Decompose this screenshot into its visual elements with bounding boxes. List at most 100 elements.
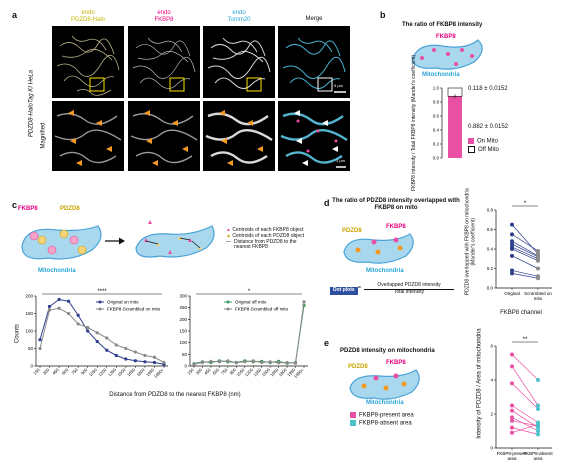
x-tick-label: 1950 — [286, 367, 297, 378]
y-tick-label: 0.8 — [487, 208, 494, 213]
e-legend-label-present: FKBP8-present area — [359, 412, 414, 419]
d-formula-bottom: Total intensity — [393, 288, 425, 295]
pair-line — [511, 420, 539, 427]
pair-line — [511, 240, 539, 257]
y-tick-label: 0 — [30, 364, 33, 369]
x-tick-label: 1350 — [107, 367, 118, 378]
e-legend-swatch-present — [350, 412, 356, 418]
b-bar-on-mito — [448, 96, 462, 158]
c-pdzd8-label: PDZD8 — [60, 206, 80, 212]
pair-line — [511, 405, 539, 423]
y-tick-label: 0.2 — [487, 266, 494, 271]
data-point — [143, 353, 147, 358]
col-header-line2: FKBP8 — [154, 17, 174, 24]
data-point-left — [510, 408, 514, 413]
b-title: The ratio of FKBP8 intensity — [402, 22, 483, 28]
b-legend-swatch-off — [468, 145, 475, 153]
b-legend-item-on: On Mito — [468, 138, 499, 146]
x-tick-label: 1800 — [135, 367, 146, 378]
data-point-right — [536, 432, 540, 437]
data-point — [105, 348, 109, 352]
legend-label: FKBP8-Scrambled off mito — [235, 307, 289, 312]
data-point-right — [536, 429, 540, 433]
data-point — [226, 359, 230, 363]
data-point-right — [536, 403, 540, 408]
y-tick-label: 150 — [25, 311, 33, 316]
x-tick-label: 150 — [186, 367, 195, 376]
c-legend: ▲ Centroids of each FKBP8 object ▲ Centr… — [226, 227, 314, 251]
data-point-left — [510, 430, 514, 435]
pair-line — [511, 270, 539, 277]
data-point — [277, 361, 281, 365]
b-ylabel: FKBP8 intensity / Total FKBP8 intensity … — [411, 54, 418, 191]
x-tick-label: mito — [534, 296, 543, 301]
b-on-mito-value: 0.882 ± 0.0152 — [468, 124, 508, 130]
data-point-left — [510, 232, 514, 237]
data-point — [114, 353, 118, 358]
c-legend-label-pdzd8: Centroids of each PDZD8 object — [232, 232, 305, 239]
c-legend-pdzd8-icon: ▲ — [226, 232, 231, 239]
b-y-tick-label: 1.0 — [433, 86, 440, 91]
y-tick-label: 300 — [179, 294, 187, 299]
b-legend-item-off: Off Mito — [468, 145, 499, 154]
x-tick-label: area — [533, 456, 543, 461]
data-point — [209, 359, 213, 363]
pair-line — [511, 383, 539, 410]
micrograph-merge-magnified: 1 µm — [278, 101, 350, 171]
data-point — [162, 360, 166, 365]
y-tick-label: 0.4 — [487, 247, 494, 252]
data-point — [124, 357, 128, 361]
micrograph-merge-overview: 5 µm — [278, 26, 350, 98]
x-tick-label: 600 — [212, 367, 221, 376]
pair-line — [511, 427, 539, 435]
x-tick-label: 900 — [229, 367, 238, 376]
legend-label: FKBP8-Scrambled on mito — [107, 307, 161, 312]
c-legend-label-fkbp8: Centroids of each FKBP8 object — [232, 227, 304, 233]
panel-label-d: d — [324, 198, 330, 208]
data-point — [152, 355, 157, 359]
d-formula-top: Overlapped PDZD8 intensity — [364, 282, 454, 290]
significance-label: **** — [97, 289, 107, 295]
x-tick-label: 450 — [203, 367, 212, 376]
data-point — [86, 329, 90, 333]
d-mito-label: Mitochondria — [366, 268, 404, 274]
data-point-left — [510, 247, 514, 251]
d-bracket-label: FKBP8 channel — [500, 310, 542, 316]
pair-line — [511, 273, 539, 279]
data-point-right — [536, 406, 540, 411]
pair-line — [511, 366, 539, 406]
b-y-tick-label: 0.6 — [433, 114, 440, 119]
y-tick-label: 0.0 — [487, 286, 494, 291]
data-point-right — [536, 266, 540, 271]
data-point — [95, 339, 99, 344]
c-xlabel: Distance from PDZD8 to the nearest FKBP8… — [109, 392, 241, 398]
micrograph-texture — [282, 37, 346, 93]
c-schematic-right — [135, 220, 215, 258]
data-point — [67, 299, 71, 303]
data-point-left — [510, 403, 514, 408]
e-legend-item-absent: FKBP8-absent area — [350, 419, 414, 428]
data-point-left — [510, 415, 514, 420]
data-point — [124, 346, 128, 351]
x-tick-label: 1500 — [261, 367, 272, 378]
y-tick-label: 200 — [179, 317, 187, 322]
y-tick-label: 100 — [179, 340, 187, 345]
data-point — [251, 359, 255, 363]
data-point-right — [536, 248, 540, 253]
c-arrow-icon — [105, 237, 125, 245]
b-fkbp8-label: FKBP8 — [436, 34, 456, 40]
x-tick-label: 1500 — [116, 367, 127, 378]
legend-label: Original on mito — [107, 300, 139, 305]
d-pdzd8-label: PDZD8 — [342, 228, 362, 234]
b-stacked-bar-chart: 0.0 0.2 0.4 0.6 0.8 1.0 — [433, 86, 463, 161]
data-point-left — [510, 352, 514, 357]
e-title: PDZD8 intensity on mitochondria — [340, 348, 435, 354]
pair-line — [511, 423, 539, 434]
data-point — [293, 361, 298, 365]
col-header-fkbp8: endo FKBP8 — [128, 10, 200, 24]
x-tick-label: 1050 — [88, 367, 99, 378]
data-point — [260, 360, 264, 365]
x-tick-label: 1350 — [252, 367, 263, 378]
data-point-right — [536, 378, 540, 382]
